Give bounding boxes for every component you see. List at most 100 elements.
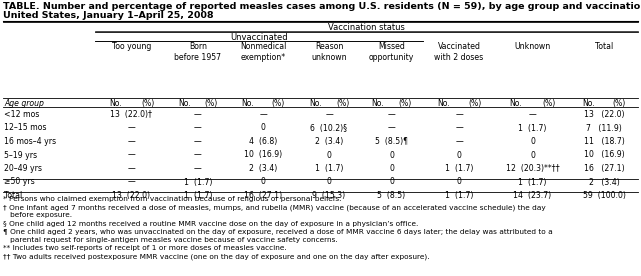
Text: —: — xyxy=(388,123,395,132)
Text: No.: No. xyxy=(437,99,449,108)
Text: (%): (%) xyxy=(612,99,626,108)
Text: 12  (20.3)**††: 12 (20.3)**†† xyxy=(506,164,560,173)
Text: 11   (18.7): 11 (18.7) xyxy=(583,137,624,146)
Text: 6  (10.2)§: 6 (10.2)§ xyxy=(310,123,347,132)
Text: 1  (1.7): 1 (1.7) xyxy=(519,123,547,132)
Text: parental request for single-antigen measles vaccine because of vaccine safety co: parental request for single-antigen meas… xyxy=(3,237,338,243)
Text: 0: 0 xyxy=(530,137,535,146)
Text: No.: No. xyxy=(109,99,122,108)
Text: 2  (3.4): 2 (3.4) xyxy=(315,137,343,146)
Text: Missed
opportunity: Missed opportunity xyxy=(369,42,414,62)
Text: †† Two adults received postexposure MMR vaccine (one on the day of exposure and : †† Two adults received postexposure MMR … xyxy=(3,253,429,260)
Text: 14  (23.7): 14 (23.7) xyxy=(513,191,551,200)
Text: Total: Total xyxy=(595,42,613,51)
Text: 9  (15.3): 9 (15.3) xyxy=(312,191,345,200)
Text: 5–19 yrs: 5–19 yrs xyxy=(4,150,37,160)
Text: § One child aged 12 months received a routine MMR vaccine dose on the day of exp: § One child aged 12 months received a ro… xyxy=(3,221,419,227)
Text: Vaccinated
with 2 doses: Vaccinated with 2 doses xyxy=(435,42,483,62)
Text: —: — xyxy=(455,110,463,119)
Text: 1  (1.7): 1 (1.7) xyxy=(184,191,212,200)
Text: 20–49 yrs: 20–49 yrs xyxy=(4,164,42,173)
Text: 2   (3.4): 2 (3.4) xyxy=(588,177,619,187)
Text: (%): (%) xyxy=(542,99,556,108)
Text: Born
before 1957: Born before 1957 xyxy=(174,42,222,62)
Text: * Persons who claimed exemption from vaccination because of religious or persona: * Persons who claimed exemption from vac… xyxy=(3,196,342,202)
Text: (%): (%) xyxy=(204,99,218,108)
Text: 13  (22.0)†: 13 (22.0)† xyxy=(110,110,153,119)
Text: (%): (%) xyxy=(272,99,285,108)
Text: 13   (22.0): 13 (22.0) xyxy=(584,110,624,119)
Text: TABLE. Number and percentage of reported measles cases among U.S. residents (N =: TABLE. Number and percentage of reported… xyxy=(3,2,641,11)
Text: 1  (1.7): 1 (1.7) xyxy=(184,177,212,187)
Text: —: — xyxy=(128,150,135,160)
Text: 0: 0 xyxy=(389,164,394,173)
Text: —: — xyxy=(194,137,202,146)
Text: 5  (8.5): 5 (8.5) xyxy=(378,191,406,200)
Text: No.: No. xyxy=(241,99,254,108)
Text: 0: 0 xyxy=(530,150,535,160)
Text: (%): (%) xyxy=(468,99,481,108)
Text: 0: 0 xyxy=(260,177,265,187)
Text: —: — xyxy=(128,137,135,146)
Text: Total: Total xyxy=(4,191,22,200)
Text: —: — xyxy=(194,123,202,132)
Text: —: — xyxy=(455,137,463,146)
Text: (%): (%) xyxy=(399,99,412,108)
Text: —: — xyxy=(325,110,333,119)
Text: 16 mos–4 yrs: 16 mos–4 yrs xyxy=(4,137,56,146)
Text: 1  (1.7): 1 (1.7) xyxy=(315,164,343,173)
Text: 0: 0 xyxy=(389,150,394,160)
Text: Reason
unknown: Reason unknown xyxy=(311,42,347,62)
Text: 2  (3.4): 2 (3.4) xyxy=(249,164,277,173)
Text: ¶ One child aged 2 years, who was unvaccinated on the day of exposure, received : ¶ One child aged 2 years, who was unvacc… xyxy=(3,229,553,235)
Text: —: — xyxy=(388,110,395,119)
Text: Unvaccinated: Unvaccinated xyxy=(230,33,288,43)
Text: 12–15 mos: 12–15 mos xyxy=(4,123,47,132)
Text: 0: 0 xyxy=(389,177,394,187)
Text: —: — xyxy=(194,150,202,160)
Text: (%): (%) xyxy=(141,99,154,108)
Text: Unknown: Unknown xyxy=(514,42,551,51)
Text: Vaccination status: Vaccination status xyxy=(328,23,405,32)
Text: 10  (16.9): 10 (16.9) xyxy=(244,150,282,160)
Text: 1  (1.7): 1 (1.7) xyxy=(519,177,547,187)
Text: 0: 0 xyxy=(260,123,265,132)
Text: ** Includes two self-reports of receipt of 1 or more doses of measles vaccine.: ** Includes two self-reports of receipt … xyxy=(3,245,287,251)
Text: —: — xyxy=(529,110,537,119)
Text: 7   (11.9): 7 (11.9) xyxy=(586,123,622,132)
Text: 16  (27.1): 16 (27.1) xyxy=(244,191,282,200)
Text: 10   (16.9): 10 (16.9) xyxy=(584,150,624,160)
Text: Nonmedical
exemption*: Nonmedical exemption* xyxy=(240,42,286,62)
Text: No.: No. xyxy=(583,99,595,108)
Text: No.: No. xyxy=(371,99,384,108)
Text: —: — xyxy=(455,123,463,132)
Text: 59  (100.0): 59 (100.0) xyxy=(583,191,626,200)
Text: ≥50 yrs: ≥50 yrs xyxy=(4,177,35,187)
Text: 0: 0 xyxy=(326,177,331,187)
Text: before exposure.: before exposure. xyxy=(3,213,72,218)
Text: 16   (27.1): 16 (27.1) xyxy=(584,164,624,173)
Text: Age group: Age group xyxy=(4,99,44,108)
Text: 0: 0 xyxy=(456,177,462,187)
Text: Too young: Too young xyxy=(112,42,151,51)
Text: 0: 0 xyxy=(326,150,331,160)
Text: United States, January 1–April 25, 2008: United States, January 1–April 25, 2008 xyxy=(3,11,213,20)
Text: No.: No. xyxy=(178,99,191,108)
Text: 1  (1.7): 1 (1.7) xyxy=(445,191,473,200)
Text: 4  (6.8): 4 (6.8) xyxy=(249,137,277,146)
Text: No.: No. xyxy=(309,99,322,108)
Text: —: — xyxy=(128,123,135,132)
Text: 0: 0 xyxy=(456,150,462,160)
Text: (%): (%) xyxy=(336,99,349,108)
Text: —: — xyxy=(259,110,267,119)
Text: † One infant aged 7 months received a dose of measles, mumps, and rubella (MMR) : † One infant aged 7 months received a do… xyxy=(3,204,545,211)
Text: —: — xyxy=(128,177,135,187)
Text: 13  (22.0): 13 (22.0) xyxy=(113,191,151,200)
Text: <12 mos: <12 mos xyxy=(4,110,39,119)
Text: 5  (8.5)¶: 5 (8.5)¶ xyxy=(375,137,408,146)
Text: —: — xyxy=(194,110,202,119)
Text: 1  (1.7): 1 (1.7) xyxy=(445,164,473,173)
Text: —: — xyxy=(194,164,202,173)
Text: No.: No. xyxy=(510,99,522,108)
Text: —: — xyxy=(128,164,135,173)
